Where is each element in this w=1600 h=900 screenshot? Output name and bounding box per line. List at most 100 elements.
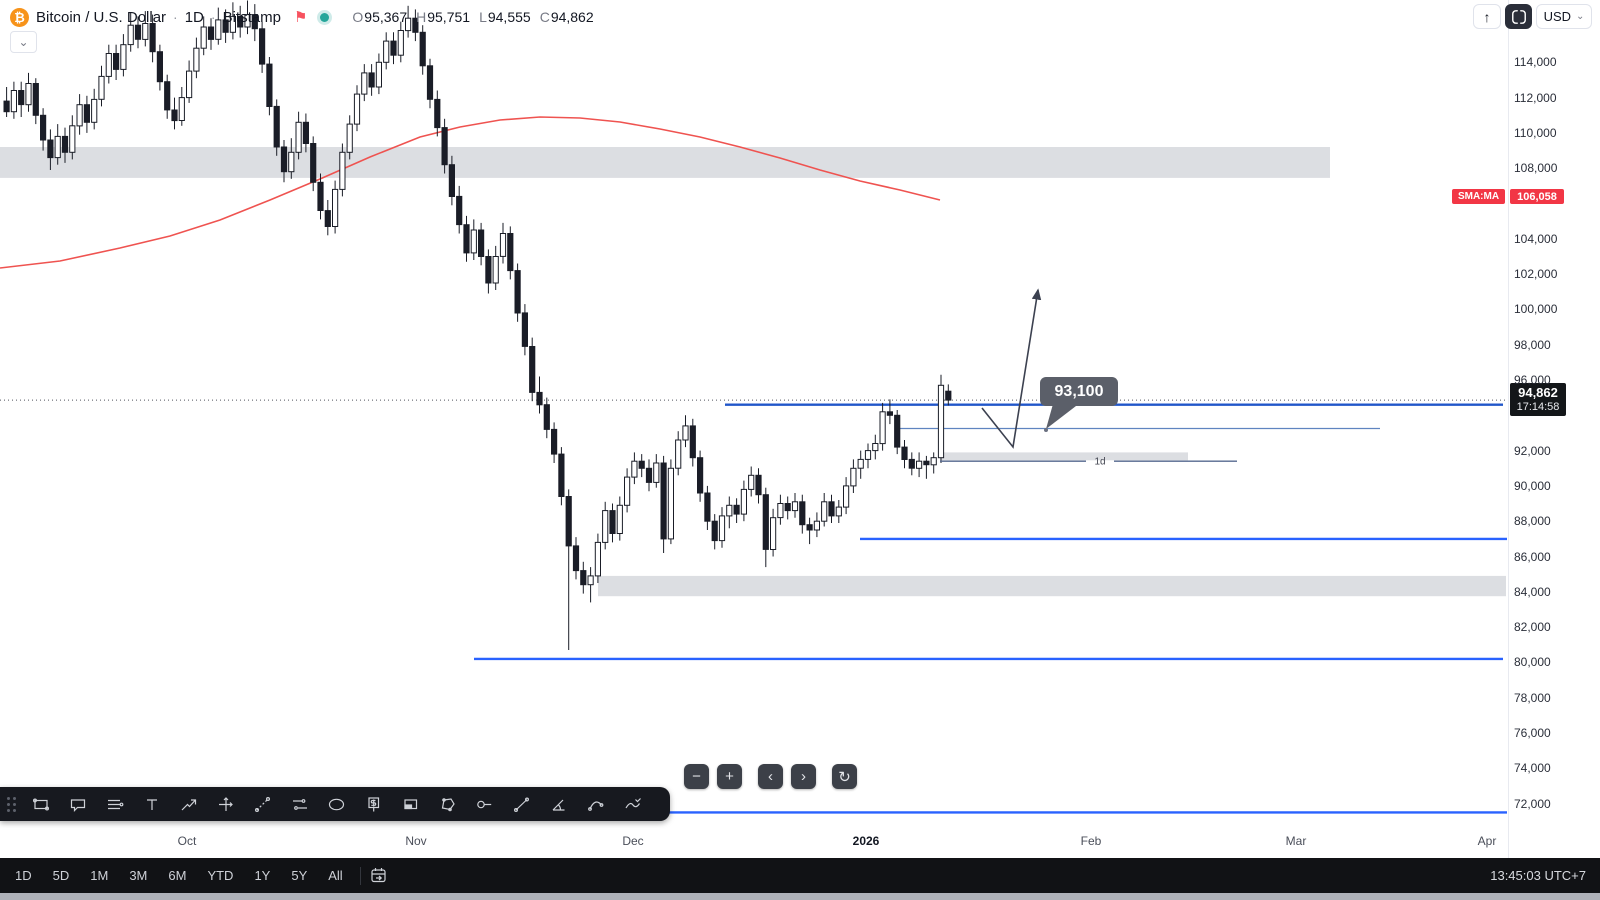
price-tick-label: 110,000 <box>1514 126 1557 140</box>
trend-angle-icon <box>552 799 564 811</box>
month-label: Feb <box>1080 834 1102 848</box>
price-tick-label: 108,000 <box>1514 161 1558 175</box>
reset-view-button[interactable]: ↻ <box>832 764 857 789</box>
supply-demand-zone[interactable] <box>598 575 1506 597</box>
low-value: 94,555 <box>487 9 531 25</box>
chart-canvas[interactable]: 1d <box>0 0 1508 845</box>
timeframe-button-5y[interactable]: 5Y <box>291 868 308 883</box>
drawing-toolbar <box>0 787 670 821</box>
price-tick-label: 102,000 <box>1514 267 1558 281</box>
zoom-in-button[interactable]: + <box>717 764 742 789</box>
zoom-out-button[interactable]: − <box>684 764 709 789</box>
legend-separator: · <box>210 9 216 25</box>
price-axis[interactable]: 106,058 94,862 17:14:58 114,000 112,000 11… <box>1508 0 1600 858</box>
polygon-tool-button[interactable] <box>429 787 466 821</box>
symbol-legend[interactable]: ₿ Bitcoin / U.S. Dollar · 1D · Bitstamp … <box>10 6 594 28</box>
filled-rect-tool-button[interactable] <box>392 787 429 821</box>
collapse-legend-button[interactable]: ⌄ <box>10 31 37 53</box>
trend-arrow-tool-button[interactable] <box>170 787 207 821</box>
high-value: 95,751 <box>427 9 471 25</box>
status-dot-icon[interactable] <box>320 12 330 22</box>
timeframe-button-1m[interactable]: 1M <box>90 868 109 883</box>
interval-label[interactable]: 1D <box>184 8 204 26</box>
chevron-right-icon: › <box>801 768 806 785</box>
filled-rect-icon <box>403 798 417 809</box>
open-value: 95,367 <box>364 9 408 25</box>
sma-indicator-label[interactable]: SMA:MA <box>1452 189 1505 204</box>
price-tick-label: 86,000 <box>1514 550 1551 564</box>
callout-tool-button[interactable] <box>59 787 96 821</box>
brush-icon <box>624 797 641 808</box>
ellipse-icon <box>328 798 344 810</box>
timeframe-button-ytd[interactable]: YTD <box>207 868 234 883</box>
bitcoin-logo-icon: ₿ <box>10 7 29 27</box>
currency-dropdown[interactable]: USD ⌄ <box>1536 4 1592 29</box>
curve-tool-button[interactable] <box>577 787 614 821</box>
calendar-arrow-icon <box>371 868 386 883</box>
axes-cross-tool-button[interactable] <box>207 787 244 821</box>
minus-icon: − <box>692 768 701 785</box>
go-to-date-button[interactable] <box>369 866 388 885</box>
legend-separator: · <box>173 9 178 25</box>
trend-line-icon <box>513 796 529 812</box>
price-note-icon <box>367 796 379 811</box>
chevron-left-icon: ‹ <box>768 768 773 785</box>
text-icon <box>146 798 157 810</box>
toolbar-divider <box>359 866 361 885</box>
last-price-value: 94,862 <box>1518 385 1558 401</box>
timeframe-button-3m[interactable]: 3M <box>129 868 148 883</box>
price-note-tool-button[interactable] <box>355 787 392 821</box>
dotted-trend-icon <box>254 796 270 812</box>
clock-readout: 13:45:03 UTC+7 <box>1490 868 1586 883</box>
price-tick-label: 92,000 <box>1514 444 1551 458</box>
curve-icon <box>587 800 603 811</box>
price-callout[interactable]: 93,100 <box>1040 377 1118 406</box>
projection-arrow[interactable] <box>981 288 1042 449</box>
supply-demand-zone[interactable] <box>940 452 1188 461</box>
trend-angle-tool-button[interactable] <box>540 787 577 821</box>
month-label: Dec <box>622 834 644 848</box>
exchange-label[interactable]: Bitstamp <box>222 8 281 26</box>
text-tool-button[interactable] <box>133 787 170 821</box>
drag-handle[interactable] <box>0 796 22 812</box>
scroll-to-recent-button[interactable]: ↑ <box>1473 4 1501 29</box>
bottom-strip <box>0 893 1600 900</box>
rectangle-tool-button[interactable] <box>22 787 59 821</box>
timeframe-button-1d[interactable]: 1D <box>15 868 32 883</box>
price-tick-label: 76,000 <box>1514 726 1551 740</box>
pan-right-button[interactable]: › <box>791 764 816 789</box>
flat-channel-tool-button[interactable] <box>281 787 318 821</box>
parallel-lines-tool-button[interactable] <box>96 787 133 821</box>
brush-tool-button[interactable] <box>614 787 651 821</box>
symbol-title[interactable]: Bitcoin / U.S. Dollar <box>36 8 167 26</box>
timeframe-button-5d[interactable]: 5D <box>52 868 70 883</box>
sma-line[interactable] <box>0 116 941 269</box>
bottom-toolbar: 1D 5D 1M 3M 6M YTD 1Y 5Y All 13:45:03 UTC+7 <box>0 858 1600 893</box>
dotted-trend-tool-button[interactable] <box>244 787 281 821</box>
callout-anchor-dot <box>1044 428 1048 432</box>
fullscreen-button[interactable] <box>1505 4 1532 29</box>
session-marker[interactable]: 1d <box>940 457 1237 468</box>
price-tick-label: 82,000 <box>1514 620 1551 634</box>
chevron-down-icon: ⌄ <box>18 35 29 49</box>
session-label: 1d <box>1094 457 1105 468</box>
timeframe-button-6m[interactable]: 6M <box>168 868 187 883</box>
ellipse-tool-button[interactable] <box>318 787 355 821</box>
pan-left-button[interactable]: ‹ <box>758 764 783 789</box>
supply-demand-zone[interactable] <box>0 147 1330 178</box>
price-tick-label: 112,000 <box>1514 91 1557 105</box>
ohlc-readout: O95,367 H95,751 L94,555 C94,862 <box>352 9 594 25</box>
trend-line-tool-button[interactable] <box>503 787 540 821</box>
timeframe-button-all[interactable]: All <box>328 868 343 883</box>
measure-tool-button[interactable] <box>466 787 503 821</box>
flag-icon[interactable]: ⚑ <box>293 9 308 26</box>
price-tick-label: 114,000 <box>1514 55 1557 69</box>
price-tick-label: 90,000 <box>1514 479 1551 493</box>
currency-value: USD <box>1543 9 1572 24</box>
rectangle-icon <box>32 797 49 811</box>
axes-cross-icon <box>218 796 233 811</box>
price-tick-label: 88,000 <box>1514 514 1551 528</box>
timeframe-button-1y[interactable]: 1Y <box>254 868 271 883</box>
